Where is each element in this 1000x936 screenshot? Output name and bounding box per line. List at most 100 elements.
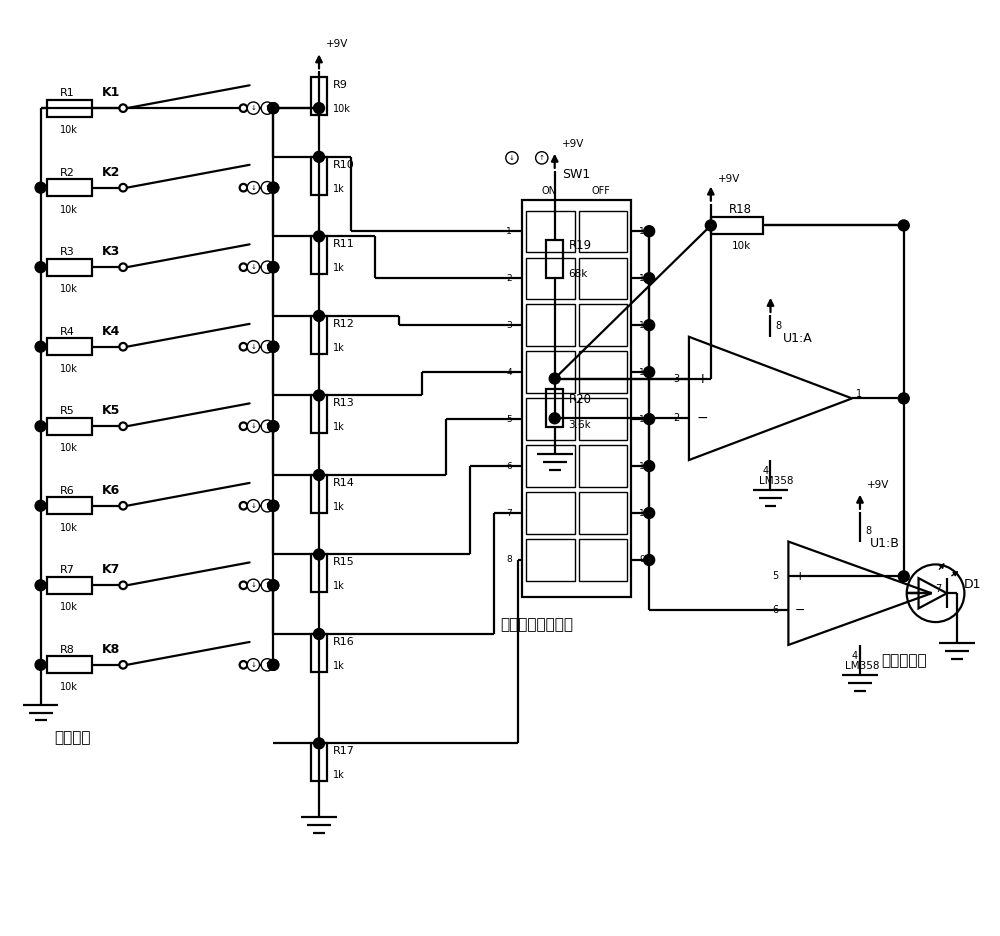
Bar	[311, 237, 327, 274]
Circle shape	[644, 367, 655, 377]
Text: ↑: ↑	[264, 423, 270, 430]
Bar	[526, 351, 575, 393]
Bar	[47, 258, 92, 275]
Text: R10: R10	[333, 160, 355, 169]
Bar	[579, 304, 627, 345]
Circle shape	[268, 262, 279, 272]
Text: K4: K4	[102, 325, 121, 338]
Circle shape	[898, 571, 909, 582]
Text: 1k: 1k	[333, 502, 345, 512]
Bar	[579, 211, 627, 252]
Text: R18: R18	[729, 202, 752, 215]
Text: 5: 5	[772, 571, 778, 581]
Circle shape	[119, 661, 127, 668]
Bar	[526, 492, 575, 534]
Bar	[311, 554, 327, 592]
Circle shape	[261, 102, 273, 114]
Bar	[579, 539, 627, 580]
Text: +9V: +9V	[326, 39, 348, 50]
Text: ↓: ↓	[250, 582, 256, 589]
Circle shape	[268, 579, 279, 591]
Text: 1k: 1k	[333, 581, 345, 592]
Bar	[526, 399, 575, 440]
Text: 10k: 10k	[732, 241, 751, 251]
Circle shape	[268, 659, 279, 670]
Text: R3: R3	[59, 247, 74, 257]
Circle shape	[268, 579, 279, 591]
Circle shape	[644, 461, 655, 472]
Text: 10k: 10k	[333, 104, 351, 114]
Circle shape	[247, 659, 260, 671]
Text: R13: R13	[333, 399, 355, 408]
Text: +9V: +9V	[867, 480, 889, 490]
Circle shape	[35, 183, 46, 193]
Text: ↓: ↓	[250, 105, 256, 111]
Circle shape	[644, 554, 655, 565]
Text: 3: 3	[506, 321, 512, 329]
Text: ↑: ↑	[264, 264, 270, 271]
Circle shape	[644, 272, 655, 284]
Bar	[526, 257, 575, 299]
Circle shape	[898, 220, 909, 231]
Circle shape	[314, 390, 324, 401]
Circle shape	[314, 103, 324, 113]
Text: LM358: LM358	[759, 475, 793, 486]
Text: 10k: 10k	[59, 681, 77, 692]
Text: R14: R14	[333, 478, 355, 488]
Text: 1: 1	[506, 227, 512, 236]
Circle shape	[314, 738, 324, 749]
Circle shape	[268, 421, 279, 431]
Circle shape	[119, 183, 127, 192]
Text: LM358: LM358	[845, 661, 880, 671]
Text: R11: R11	[333, 240, 355, 249]
Text: 1k: 1k	[333, 661, 345, 671]
Bar	[579, 446, 627, 487]
Text: ↑: ↑	[264, 662, 270, 667]
Text: R2: R2	[59, 168, 74, 178]
Text: +: +	[696, 372, 708, 386]
Text: +9V: +9V	[718, 174, 740, 183]
Bar	[311, 475, 327, 513]
Text: U1:B: U1:B	[870, 536, 900, 549]
Circle shape	[119, 422, 127, 430]
Circle shape	[268, 342, 279, 352]
Bar	[47, 338, 92, 355]
Text: 9: 9	[639, 555, 645, 564]
Circle shape	[314, 629, 324, 639]
Circle shape	[247, 420, 260, 432]
Bar	[47, 497, 92, 514]
Bar	[311, 157, 327, 195]
Circle shape	[314, 311, 324, 321]
Circle shape	[261, 500, 273, 512]
Text: K8: K8	[102, 643, 120, 656]
Text: K2: K2	[102, 166, 121, 179]
Text: ↓: ↓	[250, 503, 256, 509]
Circle shape	[240, 183, 247, 192]
Circle shape	[247, 102, 260, 114]
Text: 1: 1	[856, 389, 862, 400]
Circle shape	[268, 183, 279, 193]
Circle shape	[240, 105, 247, 112]
Circle shape	[240, 422, 247, 430]
Circle shape	[247, 261, 260, 273]
Text: R15: R15	[333, 558, 355, 567]
Circle shape	[240, 263, 247, 271]
Text: 2: 2	[506, 273, 512, 283]
Text: 3.6k: 3.6k	[569, 420, 591, 431]
Bar	[579, 492, 627, 534]
Circle shape	[898, 393, 909, 403]
Bar	[526, 446, 575, 487]
Text: ↓: ↓	[509, 154, 515, 161]
Text: 4: 4	[852, 651, 858, 661]
Text: 68k: 68k	[569, 270, 588, 279]
Bar	[47, 656, 92, 673]
Text: ↑: ↑	[539, 154, 545, 161]
Circle shape	[247, 500, 260, 512]
Text: ↓: ↓	[250, 344, 256, 350]
Text: 1k: 1k	[333, 263, 345, 273]
Text: 6: 6	[506, 461, 512, 471]
Circle shape	[119, 105, 127, 112]
Circle shape	[268, 183, 279, 193]
Text: ↓: ↓	[250, 662, 256, 667]
Text: K5: K5	[102, 404, 121, 417]
